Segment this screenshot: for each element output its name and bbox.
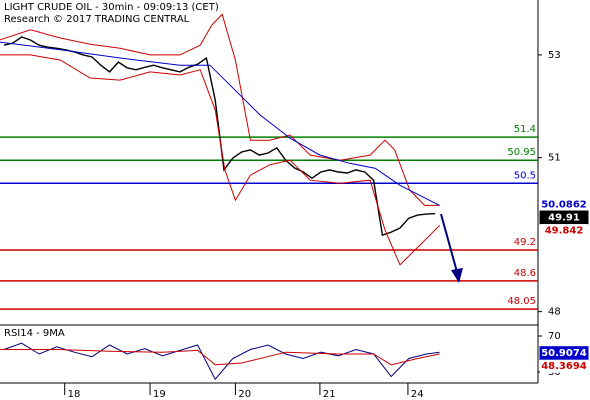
chart-title: LIGHT CRUDE OIL - 30min - 09:09:13 (CET) [4, 2, 219, 13]
series-line [0, 41, 440, 206]
x-tick-label: 24 [411, 389, 424, 400]
level-label: 51.4 [514, 124, 536, 135]
series-line [3, 342, 440, 381]
level-label: 48.6 [514, 268, 536, 279]
x-tick-label: 18 [68, 389, 81, 400]
value-tag-label: 50.0862 [541, 200, 587, 211]
level-label: 50.5 [514, 170, 536, 181]
x-tick-label: 20 [238, 389, 251, 400]
rsi-title: RSI14 - 9MA [4, 328, 65, 339]
x-tick-label: 21 [323, 389, 336, 400]
plot-layer: 53 51 48 51.4 50.95 50.5 49.2 48.6 48.05 50.0862 4… [0, 13, 589, 400]
series-line [0, 349, 440, 366]
value-tag [540, 198, 588, 212]
x-tick-label: 19 [153, 389, 166, 400]
value-tag [540, 224, 588, 238]
series-line [0, 13, 440, 206]
value-tag-label: 48.3694 [541, 361, 587, 372]
y-tick-label: 51 [548, 153, 561, 164]
level-label: 48.05 [507, 296, 536, 307]
series-line [0, 54, 440, 266]
value-tag-label: 50.9074 [541, 348, 587, 359]
level-label: 49.2 [514, 237, 536, 248]
level-label: 50.95 [507, 147, 536, 158]
y-tick-label: 70 [548, 331, 561, 342]
value-tag [540, 359, 588, 373]
y-tick-label: 53 [548, 50, 561, 61]
value-tag-label: 49.842 [545, 226, 584, 237]
chart-subtitle: Research © 2017 TRADING CENTRAL [4, 14, 190, 25]
value-tag-label: 49.91 [548, 213, 580, 224]
forecast-arrow [440, 213, 463, 283]
y-tick-label: 48 [548, 307, 561, 318]
